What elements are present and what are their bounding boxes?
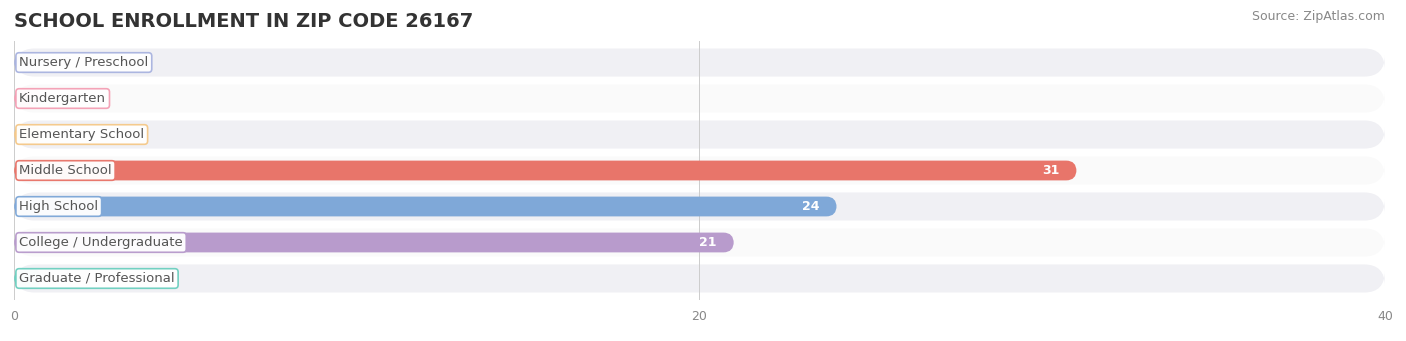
FancyBboxPatch shape — [14, 120, 1385, 149]
FancyBboxPatch shape — [14, 124, 42, 144]
Text: 24: 24 — [801, 200, 820, 213]
Text: Nursery / Preschool: Nursery / Preschool — [20, 56, 149, 69]
FancyBboxPatch shape — [14, 197, 837, 217]
Text: 21: 21 — [699, 236, 717, 249]
FancyBboxPatch shape — [14, 157, 1385, 184]
Text: 0: 0 — [62, 128, 70, 141]
FancyBboxPatch shape — [14, 89, 42, 108]
Text: 31: 31 — [1042, 164, 1059, 177]
Text: Kindergarten: Kindergarten — [20, 92, 107, 105]
Text: 0: 0 — [62, 92, 70, 105]
Text: High School: High School — [20, 200, 98, 213]
Text: Middle School: Middle School — [20, 164, 112, 177]
FancyBboxPatch shape — [14, 228, 1385, 256]
FancyBboxPatch shape — [14, 48, 1385, 77]
Text: Elementary School: Elementary School — [20, 128, 145, 141]
Text: 0: 0 — [62, 272, 70, 285]
FancyBboxPatch shape — [14, 85, 1385, 113]
FancyBboxPatch shape — [14, 233, 734, 252]
Text: Source: ZipAtlas.com: Source: ZipAtlas.com — [1251, 10, 1385, 23]
Text: SCHOOL ENROLLMENT IN ZIP CODE 26167: SCHOOL ENROLLMENT IN ZIP CODE 26167 — [14, 12, 474, 31]
FancyBboxPatch shape — [14, 265, 1385, 293]
Text: 0: 0 — [62, 56, 70, 69]
FancyBboxPatch shape — [14, 269, 42, 288]
FancyBboxPatch shape — [14, 192, 1385, 221]
Text: Graduate / Professional: Graduate / Professional — [20, 272, 174, 285]
FancyBboxPatch shape — [14, 161, 1077, 180]
Text: College / Undergraduate: College / Undergraduate — [20, 236, 183, 249]
FancyBboxPatch shape — [14, 53, 42, 72]
